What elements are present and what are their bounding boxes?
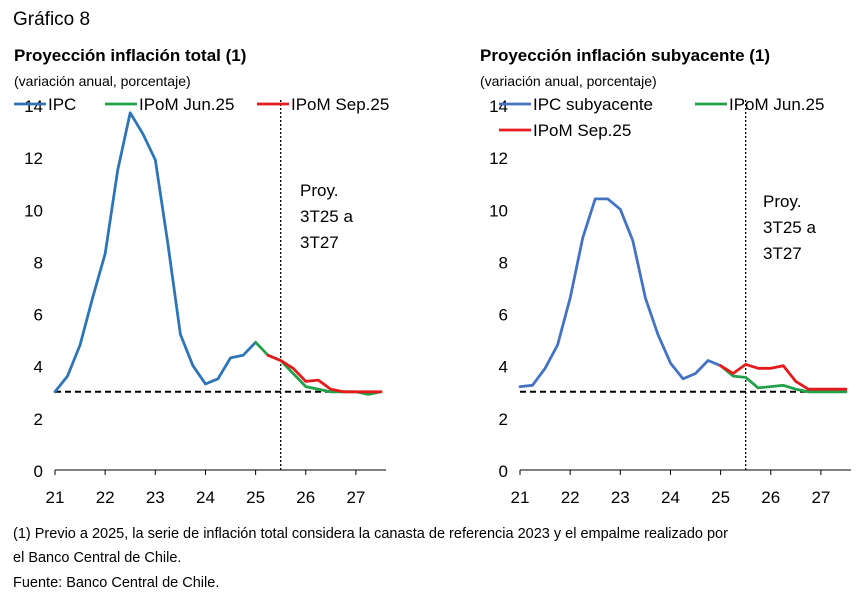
core-projection-annotation-1: Proy. bbox=[763, 192, 801, 211]
source-note: Fuente: Banco Central de Chile. bbox=[13, 575, 220, 591]
core-y-tick-6: 6 bbox=[499, 306, 508, 325]
total-x-tick-25: 25 bbox=[246, 488, 265, 507]
chart-title-core: Proyección inflación subyacente (1) bbox=[480, 46, 771, 65]
core-x-tick-27: 27 bbox=[811, 488, 830, 507]
chart-title-total: Proyección inflación total (1) bbox=[14, 46, 247, 65]
core-legend-label-ipom-sep-25: IPoM Sep.25 bbox=[533, 121, 631, 140]
total-y-tick-2: 2 bbox=[34, 410, 43, 429]
core-x-tick-25: 25 bbox=[711, 488, 730, 507]
core-y-tick-12: 12 bbox=[489, 149, 508, 168]
chart-subtitle-core: (variación anual, porcentaje) bbox=[480, 73, 657, 89]
total-y-tick-8: 8 bbox=[34, 253, 43, 272]
total-y-tick-12: 12 bbox=[24, 149, 43, 168]
core-projection-annotation-3: 3T27 bbox=[763, 244, 802, 263]
total-x-tick-26: 26 bbox=[296, 488, 315, 507]
core-y-tick-2: 2 bbox=[499, 410, 508, 429]
total-y-tick-6: 6 bbox=[34, 306, 43, 325]
total-series-ipc bbox=[53, 111, 258, 394]
core-y-tick-10: 10 bbox=[489, 201, 508, 220]
core-x-tick-24: 24 bbox=[661, 488, 680, 507]
core-x-tick-22: 22 bbox=[561, 488, 580, 507]
core-x-tick-21: 21 bbox=[511, 488, 530, 507]
core-series-ipom-jun-25 bbox=[719, 364, 848, 394]
figure-title: Gráfico 8 bbox=[13, 9, 91, 30]
core-x-tick-23: 23 bbox=[611, 488, 630, 507]
core-series-ipom-sep-25 bbox=[719, 362, 848, 391]
total-x-tick-23: 23 bbox=[146, 488, 165, 507]
total-y-tick-0: 0 bbox=[34, 462, 43, 481]
total-y-tick-10: 10 bbox=[24, 201, 43, 220]
core-legend-label-ipom-jun-25: IPoM Jun.25 bbox=[729, 95, 824, 114]
chart-subtitle-total: (variación anual, porcentaje) bbox=[14, 73, 191, 89]
total-x-tick-24: 24 bbox=[196, 488, 215, 507]
total-legend-label-ipom-jun-25: IPoM Jun.25 bbox=[139, 95, 234, 114]
total-x-tick-22: 22 bbox=[96, 488, 115, 507]
total-projection-annotation-2: 3T25 a bbox=[300, 207, 353, 226]
total-y-tick-14: 14 bbox=[24, 97, 43, 116]
core-y-tick-4: 4 bbox=[499, 358, 508, 377]
footnote-line-2: el Banco Central de Chile. bbox=[13, 550, 182, 566]
total-y-tick-4: 4 bbox=[34, 358, 43, 377]
core-x-tick-26: 26 bbox=[761, 488, 780, 507]
total-series-ipom-jun-25 bbox=[254, 340, 383, 396]
total-x-tick-27: 27 bbox=[346, 488, 365, 507]
footnote-line-1: (1) Previo a 2025, la serie de inflación… bbox=[13, 526, 728, 542]
total-legend-label-ipc: IPC bbox=[48, 95, 76, 114]
total-x-tick-21: 21 bbox=[46, 488, 65, 507]
core-y-tick-14: 14 bbox=[489, 97, 508, 116]
total-series-ipom-sep-25 bbox=[266, 353, 383, 394]
core-y-tick-0: 0 bbox=[499, 462, 508, 481]
total-legend-label-ipom-sep-25: IPoM Sep.25 bbox=[291, 95, 389, 114]
core-legend-label-ipc-subyacente: IPC subyacente bbox=[533, 95, 653, 114]
core-series-ipc-subyacente bbox=[518, 197, 722, 389]
core-projection-annotation-2: 3T25 a bbox=[763, 218, 816, 237]
core-y-tick-8: 8 bbox=[499, 253, 508, 272]
total-projection-annotation-3: 3T27 bbox=[300, 233, 339, 252]
total-projection-annotation-1: Proy. bbox=[300, 181, 338, 200]
